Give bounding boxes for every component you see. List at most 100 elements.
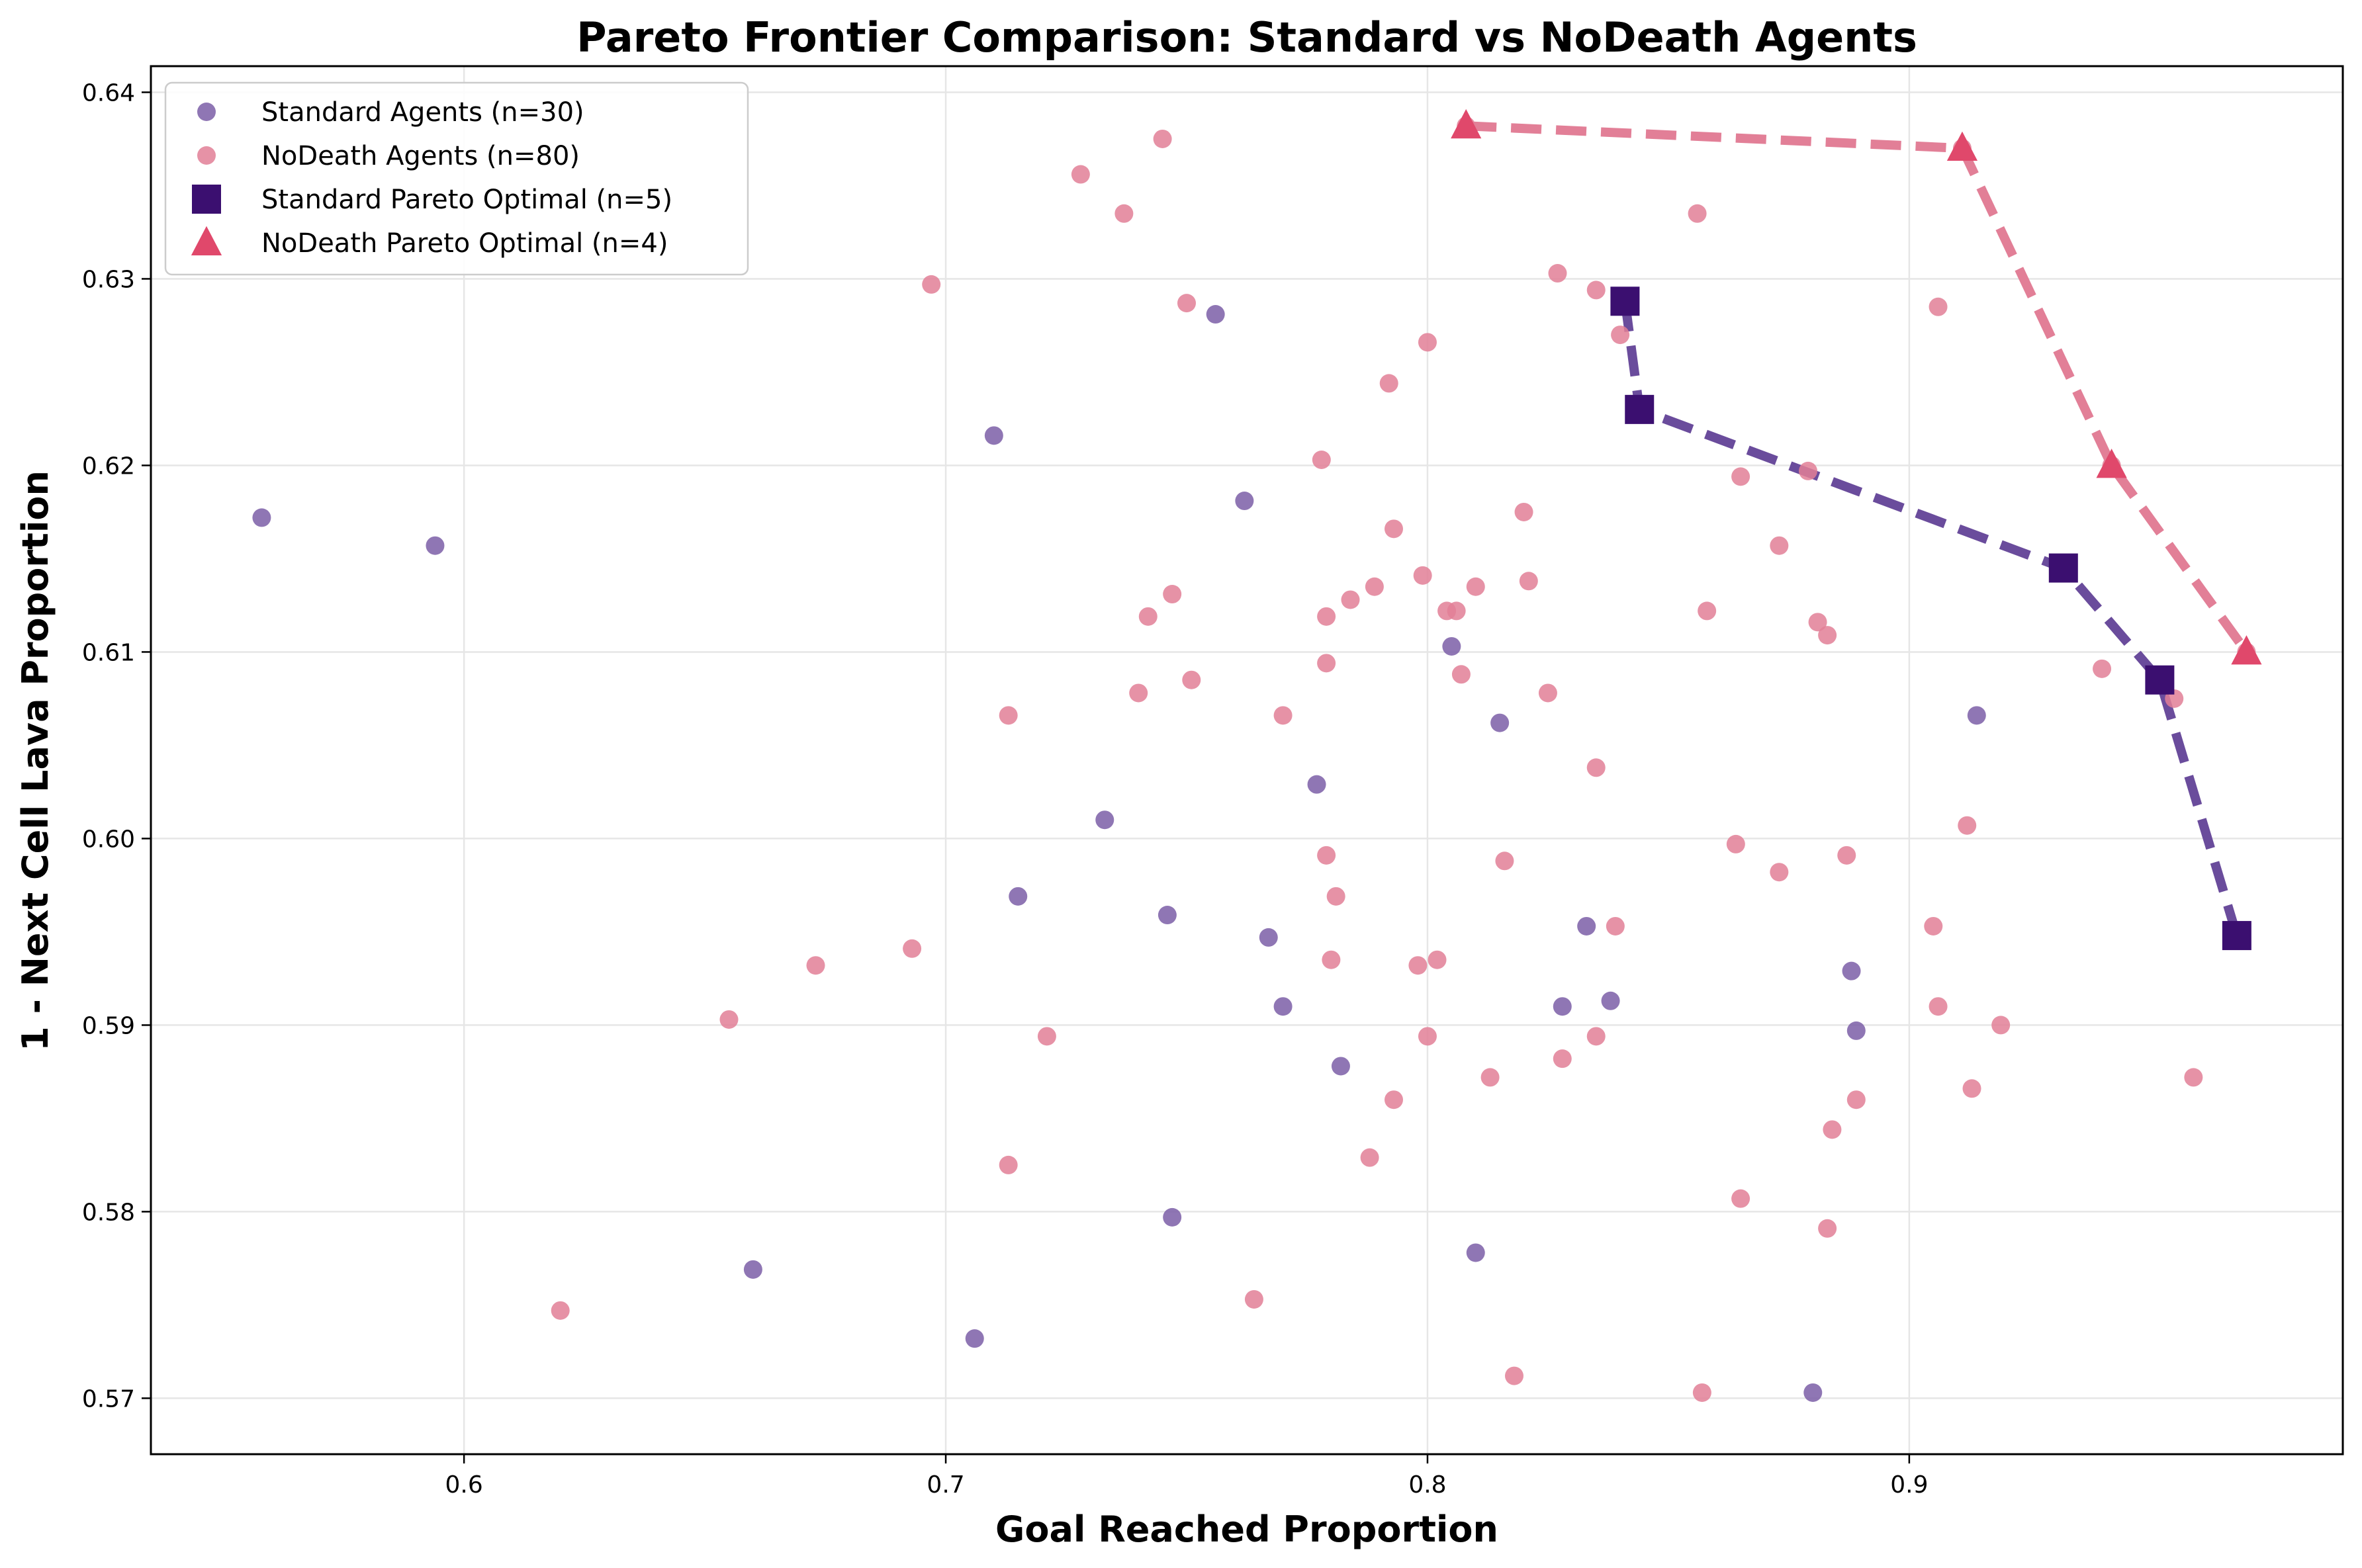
standard-agent-point: [1846, 1021, 1866, 1040]
nodeath-agent-point: [903, 939, 922, 958]
nodeath-agent-point: [1606, 916, 1625, 936]
nodeath-pareto-point: [1451, 109, 1482, 139]
standard-agent-point: [1842, 961, 1861, 980]
nodeath-agent-point: [922, 275, 941, 294]
nodeath-agent-point: [1418, 333, 1437, 352]
nodeath-agent-point: [1385, 1090, 1404, 1110]
standard-pareto-point: [2222, 921, 2251, 951]
standard-pareto-point: [1625, 394, 1655, 424]
y-tick-label: 0.64: [82, 79, 135, 107]
plot-frame: [150, 65, 2344, 1456]
y-tick-label: 0.58: [82, 1199, 135, 1226]
nodeath-agent-point: [1770, 536, 1789, 555]
standard-agent-point: [1307, 775, 1326, 794]
standard-agent-point: [1158, 906, 1177, 925]
nodeath-agent-point: [1611, 326, 1630, 345]
nodeath-agent-point: [1114, 204, 1134, 223]
standard-pareto-point: [1610, 286, 1640, 316]
nodeath-agent-point: [1182, 670, 1201, 689]
nodeath-agent-point: [1924, 916, 1943, 936]
x-tick-label: 0.9: [1890, 1471, 1928, 1499]
nodeath-agent-point: [1731, 1189, 1750, 1208]
standard-agent-point: [1163, 1207, 1182, 1227]
nodeath-agent-point: [1071, 165, 1090, 184]
standard-agent-point: [1331, 1057, 1350, 1076]
x-tick-label: 0.6: [445, 1471, 483, 1499]
nodeath-agent-point: [1495, 851, 1514, 871]
nodeath-agent-point: [1177, 294, 1197, 313]
x-tick-label: 0.8: [1408, 1471, 1446, 1499]
x-tick-label: 0.7: [927, 1471, 964, 1499]
nodeath-agent-point: [1991, 1016, 2011, 1035]
nodeath-agent-point: [1726, 834, 1745, 853]
nodeath-agent-point: [1341, 590, 1360, 609]
nodeath-agent-point: [719, 1010, 739, 1029]
nodeath-agent-point: [1037, 1027, 1056, 1046]
legend-marker: [197, 146, 216, 165]
nodeath-agent-point: [1548, 264, 1567, 283]
nodeath-agent-point: [1312, 450, 1331, 469]
nodeath-agent-point: [1385, 519, 1404, 539]
nodeath-agent-point: [1163, 585, 1182, 604]
legend: Standard Agents (n=30) NoDeath Agents (n=…: [164, 81, 749, 276]
nodeath-agent-point: [1837, 846, 1856, 865]
nodeath-pareto-point: [2096, 449, 2127, 478]
nodeath-agent-point: [1586, 281, 1606, 300]
legend-label: NoDeath Agents (n=80): [261, 141, 580, 171]
nodeath-agent-point: [2093, 659, 2112, 678]
nodeath-agent-point: [1818, 626, 1837, 645]
standard-agent-point: [1553, 997, 1572, 1016]
nodeath-agent-point: [1731, 467, 1750, 486]
standard-agent-point: [1095, 810, 1114, 830]
nodeath-agent-point: [1818, 1219, 1837, 1238]
nodeath-agent-point: [1929, 297, 1948, 316]
standard-agent-point: [965, 1329, 984, 1348]
nodeath-agent-point: [1408, 956, 1428, 975]
nodeath-agent-point: [1360, 1148, 1379, 1167]
legend-label: NoDeath Pareto Optimal (n=4): [261, 228, 668, 259]
chart-title: Pareto Frontier Comparison: Standard vs …: [576, 13, 1917, 62]
standard-agent-point: [1206, 305, 1225, 324]
standard-agent-point: [1259, 928, 1278, 947]
legend-label: Standard Pareto Optimal (n=5): [261, 185, 672, 215]
nodeath-agent-point: [1244, 1289, 1263, 1309]
standard-agent-point: [1273, 997, 1293, 1016]
standard-agent-point: [252, 508, 271, 527]
standard-agent-point: [984, 426, 1003, 445]
standard-agent-point: [1967, 706, 1986, 725]
nodeath-agent-point: [1799, 461, 1818, 480]
nodeath-agent-point: [1317, 846, 1336, 865]
standard-agent-point: [1009, 887, 1028, 906]
nodeath-agent-point: [1326, 887, 1345, 906]
nodeath-agent-point: [1428, 950, 1447, 969]
nodeath-pareto-line: [1465, 121, 2251, 655]
nodeath-pareto-point: [2231, 635, 2262, 665]
nodeath-agent-point: [1962, 1079, 1981, 1098]
nodeath-agent-point: [1586, 758, 1606, 777]
legend-marker: [197, 103, 216, 121]
standard-agent-point: [1601, 991, 1620, 1010]
nodeath-agent-point: [1480, 1068, 1500, 1087]
y-tick-label: 0.62: [82, 453, 135, 480]
x-axis-label: Goal Reached Proportion: [995, 1508, 1498, 1550]
legend-marker: [192, 185, 221, 214]
nodeath-agent-point: [2184, 1068, 2203, 1087]
standard-pareto-point: [2145, 665, 2175, 695]
nodeath-agent-point: [1129, 683, 1148, 703]
nodeath-agent-point: [999, 1155, 1018, 1174]
legend-box: [164, 81, 749, 276]
nodeath-pareto-point: [1946, 131, 1978, 161]
nodeath-agent-point: [1538, 683, 1557, 703]
nodeath-agent-point: [1413, 566, 1432, 585]
nodeath-agent-point: [1846, 1090, 1866, 1110]
nodeath-agent-point: [551, 1301, 570, 1320]
nodeath-agent-point: [1688, 204, 1707, 223]
nodeath-agent-point: [1153, 129, 1172, 148]
nodeath-agent-point: [1770, 863, 1789, 882]
y-tick-label: 0.57: [82, 1385, 135, 1413]
grid-lines: [151, 66, 2343, 1454]
standard-agent-point: [1577, 916, 1596, 936]
nodeath-agent-point: [1692, 1383, 1711, 1402]
nodeath-agent-point: [1317, 607, 1336, 626]
nodeath-agent-point: [1586, 1027, 1606, 1046]
